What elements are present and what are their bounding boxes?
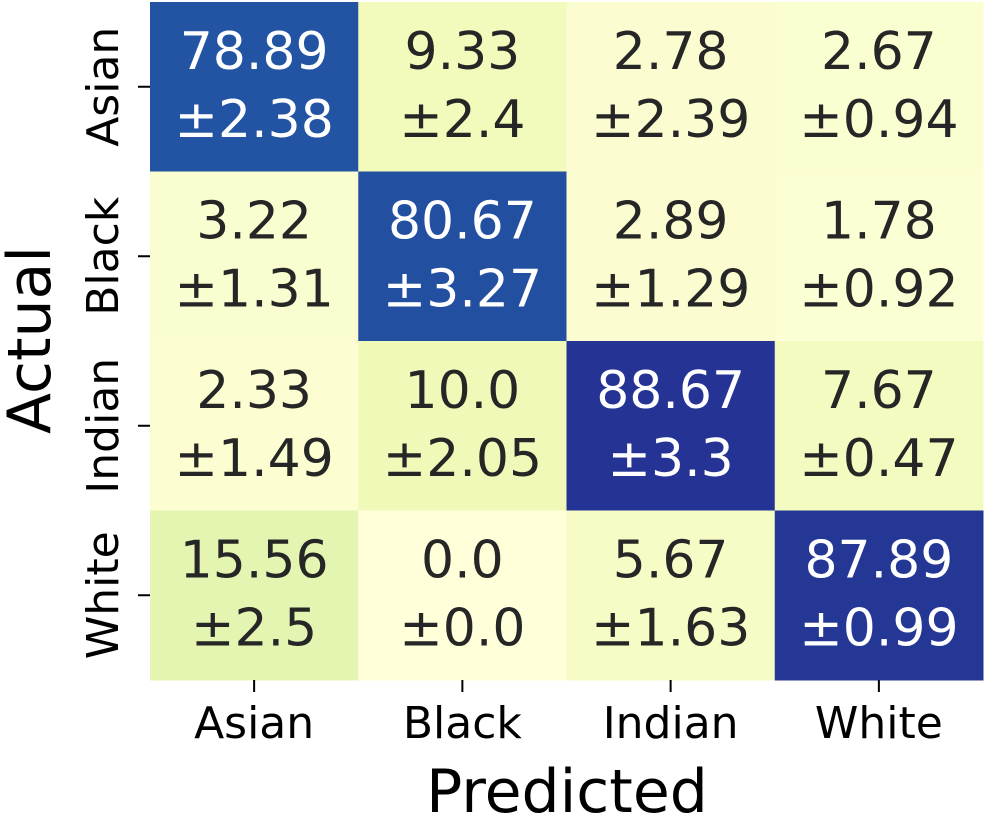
cell-value-label: 2.33	[196, 361, 312, 421]
cell-std-label: ±0.47	[799, 429, 958, 489]
cell-std-label: ±2.38	[174, 90, 333, 150]
heatmap-cell-indian-asian	[150, 341, 359, 511]
cell-std-label: ±1.49	[174, 429, 333, 489]
x-tick-label-asian: Asian	[194, 698, 314, 749]
cell-value-label: 87.89	[804, 530, 953, 590]
heatmap-cell-black-asian	[150, 171, 359, 342]
x-axis-label: Predicted	[426, 757, 708, 818]
y-tick-label-black: Black	[78, 196, 129, 316]
cell-value-label: 78.89	[180, 22, 329, 82]
x-tick-labels: Asian Black Indian White	[194, 698, 943, 749]
heatmap-cell-indian-white	[774, 341, 984, 511]
y-tick-labels: Asian Black Indian White	[78, 27, 129, 660]
cell-value-label: 88.67	[596, 361, 745, 421]
heatmap-cells: 78.89 ±2.38 9.33 ±2.4 2.78 ±2.39 2.67 ±0.94 3.22…	[150, 2, 984, 681]
heatmap-cell-white-indian	[566, 510, 776, 681]
heatmap-cell-indian-indian	[566, 341, 776, 511]
y-tick-label-indian: Indian	[78, 358, 129, 494]
cell-std-label: ±3.27	[383, 259, 542, 319]
cell-std-label: ±1.31	[174, 259, 333, 319]
cell-std-label: ±0.94	[799, 90, 958, 150]
heatmap-cell-black-indian	[566, 171, 776, 342]
heatmap-cell-indian-black	[358, 341, 567, 511]
axis-ticks	[138, 85, 880, 692]
cell-std-label: ±2.39	[591, 90, 750, 150]
cell-std-label: ±2.5	[191, 598, 317, 658]
cell-value-label: 9.33	[404, 22, 520, 82]
cell-std-label: ±1.29	[591, 259, 750, 319]
y-tick-label-asian: Asian	[78, 27, 129, 147]
cell-std-label: ±0.0	[399, 598, 525, 658]
heatmap-cell-asian-black	[358, 2, 567, 172]
cell-std-label: ±3.3	[607, 429, 733, 489]
cell-std-label: ±2.4	[399, 90, 525, 150]
x-tick-label-white: White	[815, 698, 943, 749]
cell-value-label: 10.0	[404, 361, 520, 421]
heatmap-cell-white-asian	[150, 510, 359, 681]
heatmap-cell-black-white	[774, 171, 984, 342]
cell-value-label: 80.67	[388, 191, 537, 251]
heatmap-cell-white-white	[774, 510, 984, 681]
cell-value-label: 15.56	[180, 530, 329, 590]
cell-std-label: ±0.92	[799, 259, 958, 319]
heatmap-cell-asian-white	[774, 2, 984, 172]
cell-value-label: 1.78	[821, 191, 937, 251]
x-tick-label-indian: Indian	[603, 698, 739, 749]
cell-value-label: 2.89	[613, 191, 729, 251]
cell-value-label: 2.67	[821, 22, 937, 82]
cell-std-label: ±2.05	[383, 429, 542, 489]
cell-value-label: 7.67	[821, 361, 937, 421]
heatmap-cell-black-black	[358, 171, 567, 342]
y-tick-label-white: White	[78, 531, 129, 659]
cell-std-label: ±0.99	[799, 598, 958, 658]
heatmap-cell-asian-asian	[150, 2, 359, 172]
cell-std-label: ±1.63	[591, 598, 750, 658]
cell-value-label: 5.67	[613, 530, 729, 590]
x-tick-label-black: Black	[403, 698, 523, 749]
cell-value-label: 0.0	[421, 530, 504, 590]
cell-value-label: 3.22	[196, 191, 312, 251]
heatmap-cell-asian-indian	[566, 2, 776, 172]
cell-value-label: 2.78	[613, 22, 729, 82]
heatmap-cell-white-black	[358, 510, 567, 681]
y-axis-label: Actual	[0, 246, 65, 434]
